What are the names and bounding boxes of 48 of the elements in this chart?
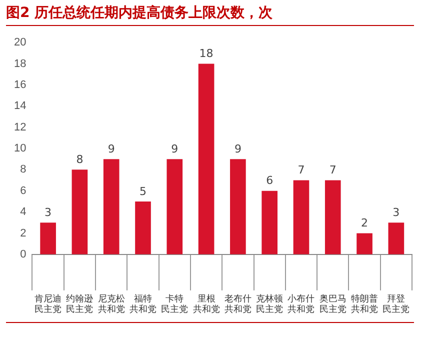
bar bbox=[135, 201, 151, 254]
y-tick-label: 2 bbox=[20, 227, 26, 240]
y-tick-label: 12 bbox=[14, 121, 26, 134]
y-tick-label: 18 bbox=[14, 58, 26, 70]
bar bbox=[198, 64, 214, 254]
x-tick-label: 肯尼迪民主党 bbox=[34, 293, 62, 314]
data-label: 2 bbox=[361, 216, 368, 230]
data-label: 5 bbox=[140, 184, 146, 198]
data-label: 18 bbox=[199, 47, 214, 60]
bar bbox=[103, 159, 120, 254]
y-tick-label: 6 bbox=[20, 184, 26, 197]
x-tick-label: 里根共和党 bbox=[192, 293, 220, 314]
x-tick-label: 特朗普共和党 bbox=[351, 293, 378, 314]
data-label: 7 bbox=[298, 164, 305, 177]
bar bbox=[356, 233, 372, 254]
y-tick-label: 10 bbox=[14, 142, 26, 155]
bar bbox=[230, 159, 246, 254]
data-label: 7 bbox=[329, 164, 336, 177]
bar bbox=[293, 180, 310, 254]
data-label: 9 bbox=[234, 142, 242, 156]
data-label: 3 bbox=[44, 206, 52, 219]
x-tick-label: 克林顿民主党 bbox=[256, 293, 284, 314]
x-tick-label: 福特共和党 bbox=[130, 293, 156, 314]
x-tick-label: 尼克松共和党 bbox=[98, 293, 125, 314]
bar bbox=[262, 190, 278, 254]
data-label: 9 bbox=[171, 142, 178, 156]
data-label: 8 bbox=[76, 153, 84, 166]
bar bbox=[388, 222, 404, 254]
y-tick-label: 0 bbox=[20, 248, 26, 260]
y-tick-label: 4 bbox=[20, 206, 26, 218]
y-tick-label: 16 bbox=[14, 78, 26, 91]
data-label: 3 bbox=[392, 206, 400, 219]
y-tick-label: 14 bbox=[14, 100, 26, 112]
x-tick-label: 奥巴马民主党 bbox=[319, 293, 346, 314]
bar bbox=[40, 222, 56, 254]
x-tick-label: 小布什共和党 bbox=[288, 293, 315, 314]
x-tick-label: 卡特民主党 bbox=[161, 293, 188, 314]
chart-title: 图2 历任总统任期内提高债务上限次数，次 bbox=[6, 4, 414, 26]
x-tick-label: 老布什共和党 bbox=[224, 293, 252, 314]
data-label: 6 bbox=[266, 174, 274, 188]
bar bbox=[166, 159, 183, 254]
y-tick-label: 20 bbox=[14, 36, 26, 49]
x-tick-label: 约翰逊民主党 bbox=[66, 293, 94, 314]
y-tick-label: 8 bbox=[20, 164, 26, 176]
bar bbox=[72, 170, 88, 254]
x-tick-label: 拜登民主党 bbox=[382, 293, 410, 314]
bar bbox=[324, 180, 341, 254]
data-label: 9 bbox=[108, 142, 115, 156]
